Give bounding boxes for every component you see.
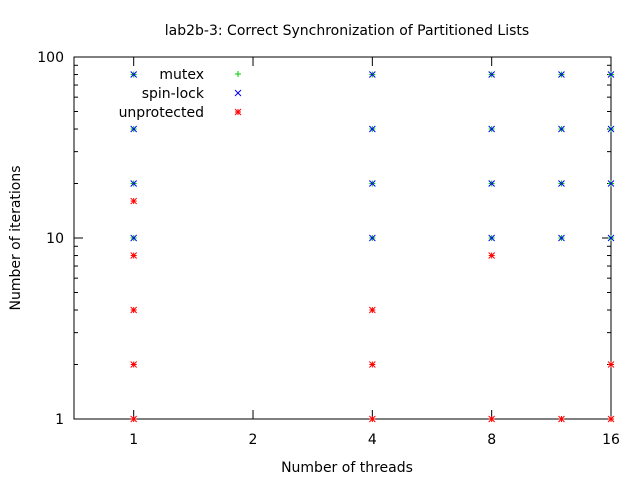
y-tick-label: 1 [55, 412, 64, 428]
data-point-spin-lock [368, 71, 376, 78]
data-points [130, 71, 615, 423]
data-point-spin-lock [558, 180, 565, 187]
data-point-spin-lock [130, 180, 138, 187]
data-point-unprotected [130, 415, 138, 423]
y-axis-label: Number of iterations [8, 165, 24, 310]
data-point-unprotected [368, 361, 376, 368]
data-point-spin-lock [368, 234, 376, 242]
legend-marker-mutex [235, 71, 241, 77]
legend-marker-spin-lock [234, 89, 242, 97]
data-point-unprotected [130, 252, 138, 259]
data-point-spin-lock [488, 125, 496, 133]
data-point-spin-lock [130, 125, 138, 133]
data-point-unprotected [607, 415, 615, 423]
axes-ticks: 1 2 4 8 16 1 10 100 [37, 50, 620, 448]
data-point-unprotected [368, 415, 376, 423]
data-point-spin-lock [488, 234, 496, 242]
data-point-spin-lock [488, 180, 496, 187]
data-point-unprotected [130, 306, 138, 314]
data-point-spin-lock [130, 234, 138, 242]
legend-label-spin-lock: spin-lock [142, 86, 205, 102]
legend-marker-unprotected [234, 108, 242, 116]
legend: mutex spin-lock unprotected [119, 67, 242, 121]
y-tick-label: 100 [37, 50, 64, 66]
data-point-unprotected [607, 361, 615, 368]
data-point-unprotected [368, 306, 376, 314]
x-tick-label: 16 [602, 432, 620, 448]
data-point-unprotected [488, 252, 496, 259]
data-point-spin-lock [558, 71, 565, 78]
x-tick-label: 8 [487, 432, 496, 448]
data-point-spin-lock [368, 180, 376, 187]
legend-label-unprotected: unprotected [119, 105, 204, 121]
data-point-spin-lock [130, 71, 138, 78]
data-point-unprotected [488, 415, 496, 423]
data-point-spin-lock [488, 71, 496, 78]
x-tick-label: 1 [129, 432, 138, 448]
data-point-unprotected [130, 197, 138, 205]
data-point-spin-lock [607, 180, 615, 187]
data-point-unprotected [558, 415, 565, 423]
legend-label-mutex: mutex [159, 67, 204, 83]
data-point-spin-lock [368, 125, 376, 133]
data-point-spin-lock [558, 125, 565, 133]
chart-title: lab2b-3: Correct Synchronization of Part… [165, 23, 529, 39]
x-tick-label: 4 [368, 432, 377, 448]
x-tick-label: 2 [249, 432, 258, 448]
y-tick-label: 10 [46, 231, 64, 247]
data-point-spin-lock [607, 125, 615, 133]
data-point-spin-lock [607, 71, 615, 78]
data-point-spin-lock [607, 234, 615, 242]
data-point-spin-lock [558, 234, 565, 242]
x-axis-label: Number of threads [281, 460, 413, 476]
data-point-unprotected [130, 361, 138, 368]
